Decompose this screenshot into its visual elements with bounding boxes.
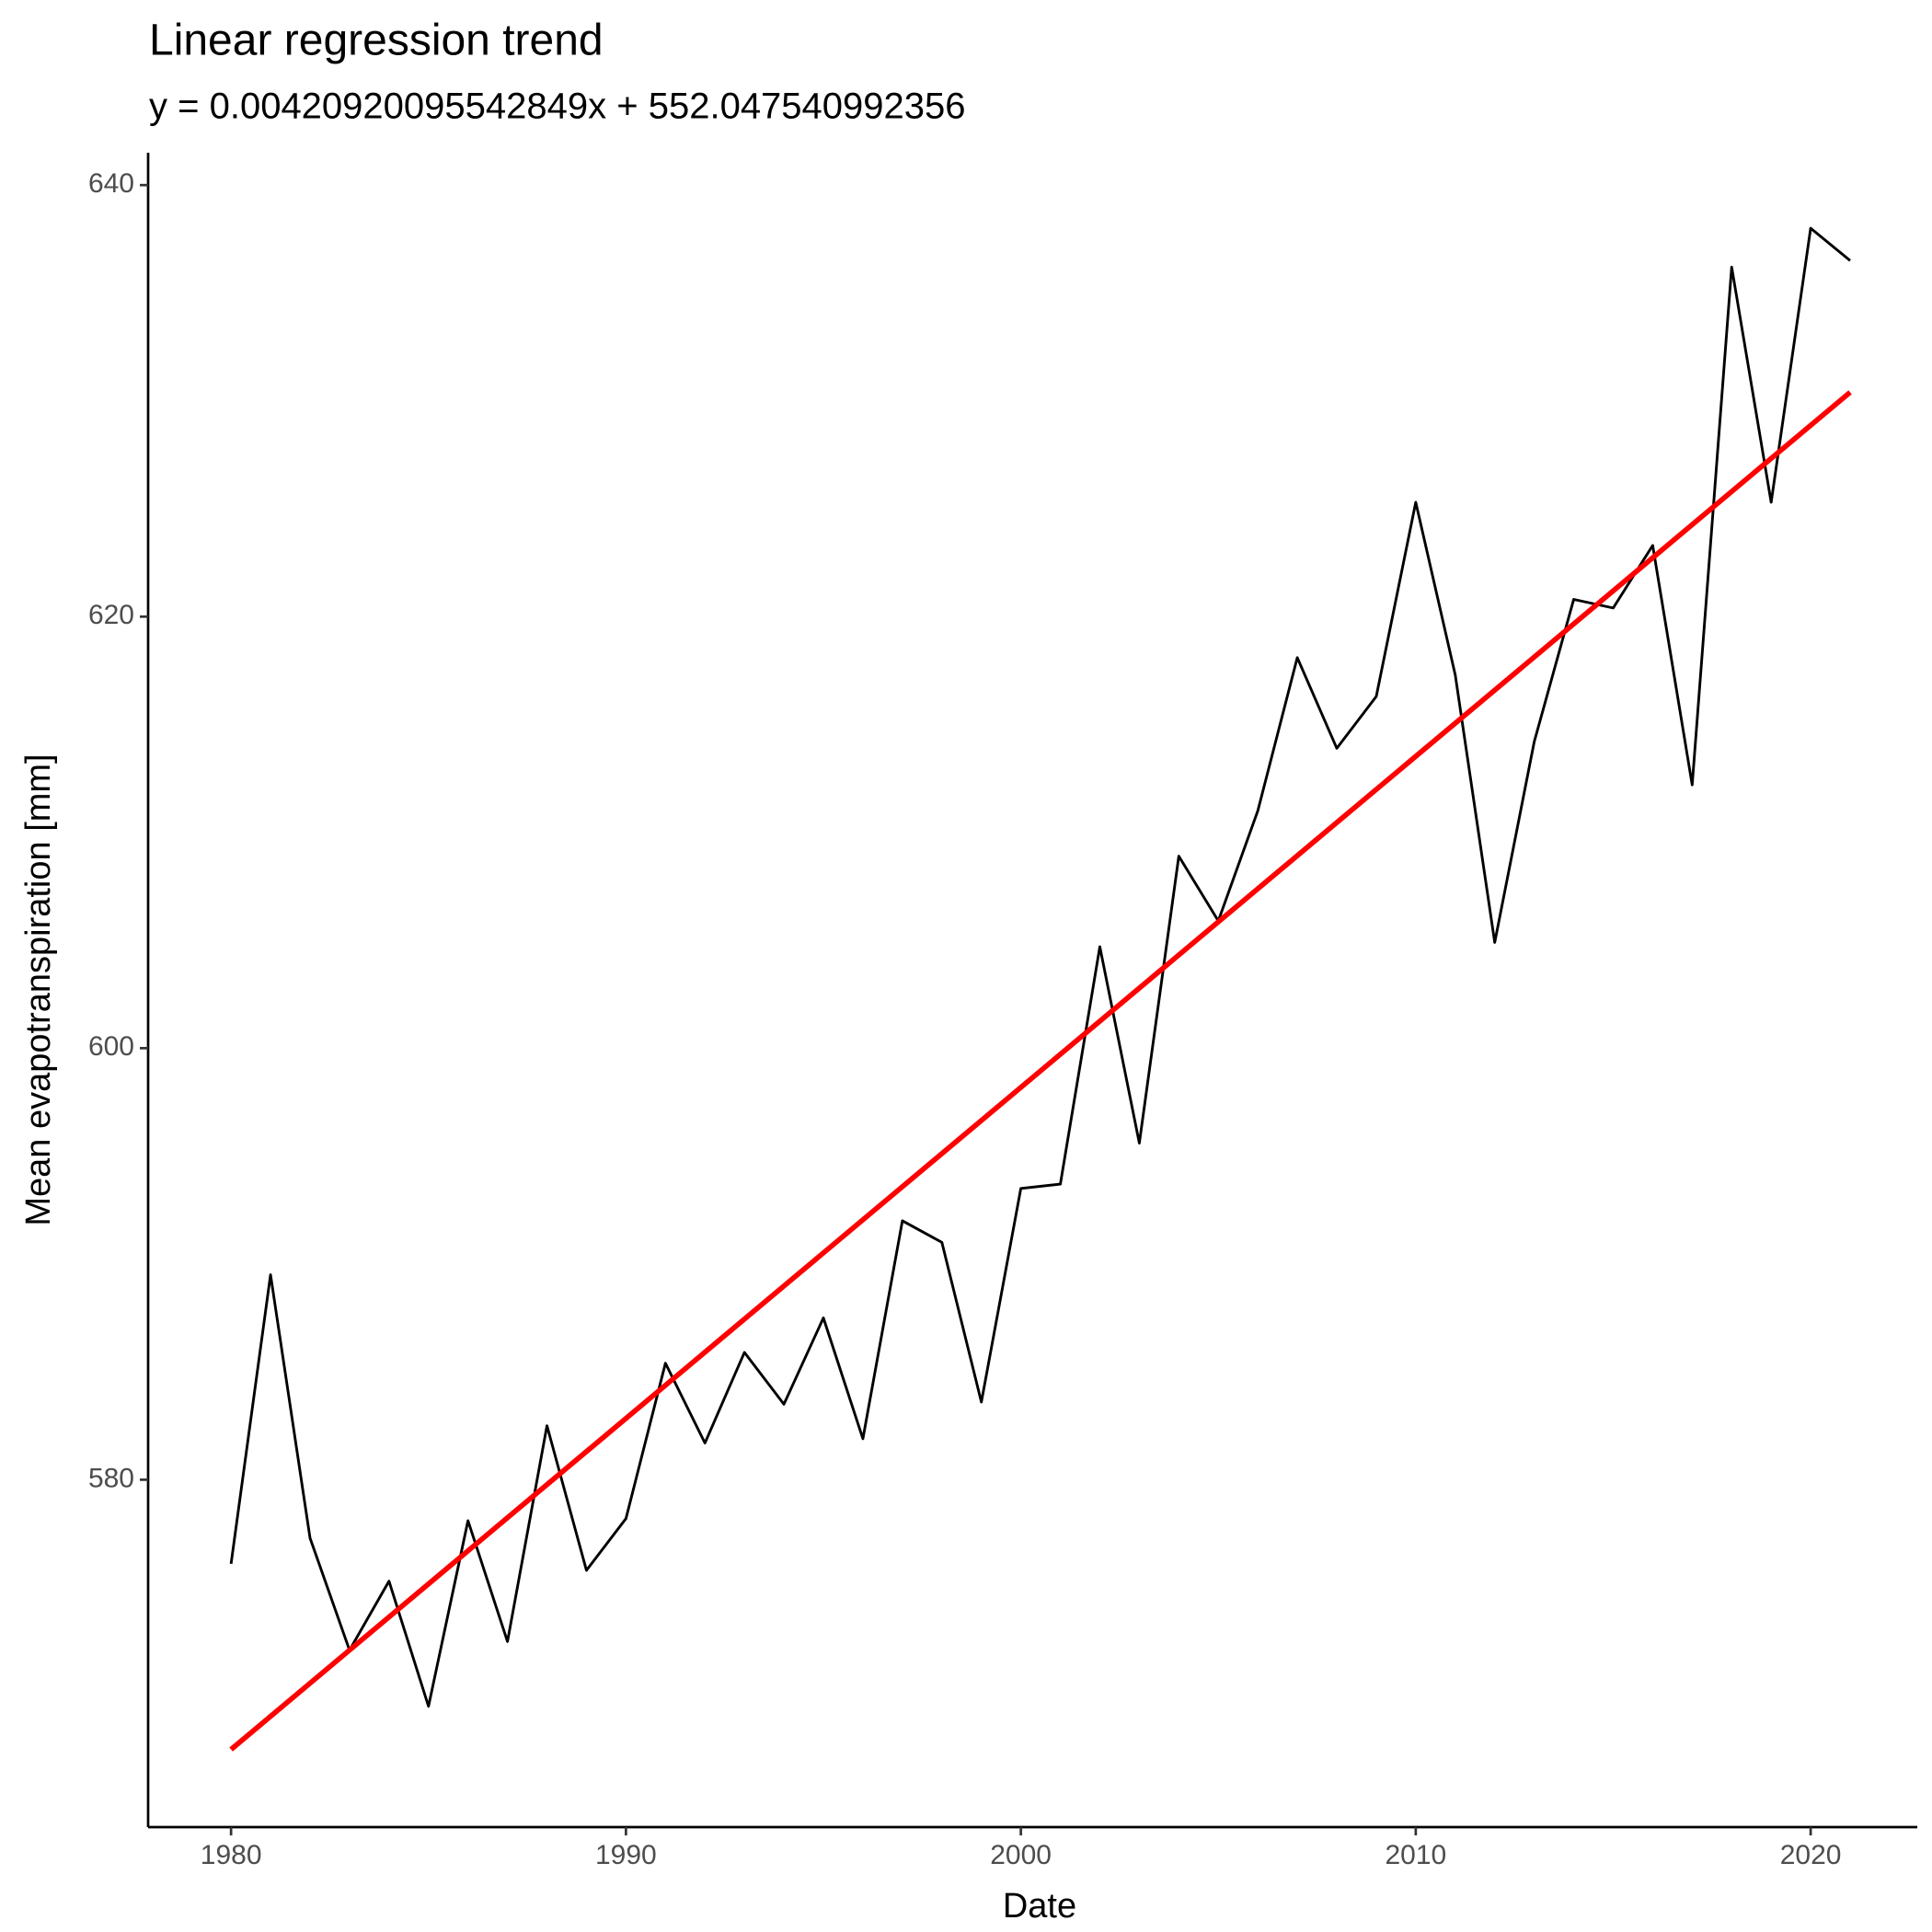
y-tick-label: 600 <box>88 1031 134 1062</box>
x-tick-label: 1990 <box>595 1840 657 1870</box>
x-tick-label: 2020 <box>1780 1840 1842 1870</box>
y-tick-label: 640 <box>88 168 134 199</box>
x-tick-label: 2000 <box>990 1840 1052 1870</box>
y-tick-label: 620 <box>88 600 134 630</box>
x-tick-label: 1980 <box>201 1840 262 1870</box>
x-tick-label: 2010 <box>1385 1840 1446 1870</box>
data-line <box>229 226 1851 1708</box>
y-axis-label: Mean evapotranspiration [mm] <box>19 753 58 1225</box>
trend-line <box>229 390 1852 1752</box>
y-tick-label: 580 <box>88 1463 134 1493</box>
chart-subtitle: y = 0.00420920095542849x + 552.047540992… <box>149 86 966 127</box>
chart-title: Linear regression trend <box>149 17 604 65</box>
x-axis-label: Date <box>1003 1887 1076 1926</box>
